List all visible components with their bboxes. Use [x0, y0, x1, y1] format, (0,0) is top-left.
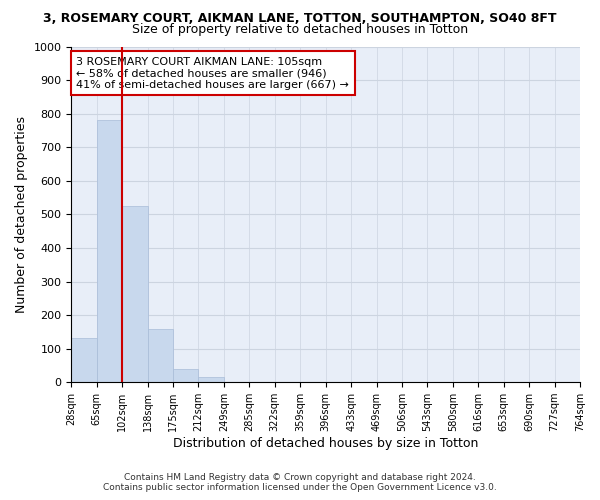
Bar: [122, 206, 148, 382]
Text: 3 ROSEMARY COURT AIKMAN LANE: 105sqm
← 58% of detached houses are smaller (946)
: 3 ROSEMARY COURT AIKMAN LANE: 105sqm ← 5…: [76, 56, 349, 90]
Bar: [71, 338, 97, 382]
Text: Contains HM Land Registry data © Crown copyright and database right 2024.
Contai: Contains HM Land Registry data © Crown c…: [103, 473, 497, 492]
Bar: [97, 120, 122, 382]
Bar: [199, 377, 224, 382]
Text: 3, ROSEMARY COURT, AIKMAN LANE, TOTTON, SOUTHAMPTON, SO40 8FT: 3, ROSEMARY COURT, AIKMAN LANE, TOTTON, …: [43, 12, 557, 26]
Y-axis label: Number of detached properties: Number of detached properties: [15, 116, 28, 313]
Bar: [148, 329, 173, 382]
X-axis label: Distribution of detached houses by size in Totton: Distribution of detached houses by size …: [173, 437, 478, 450]
Text: Size of property relative to detached houses in Totton: Size of property relative to detached ho…: [132, 22, 468, 36]
Bar: [173, 370, 199, 382]
